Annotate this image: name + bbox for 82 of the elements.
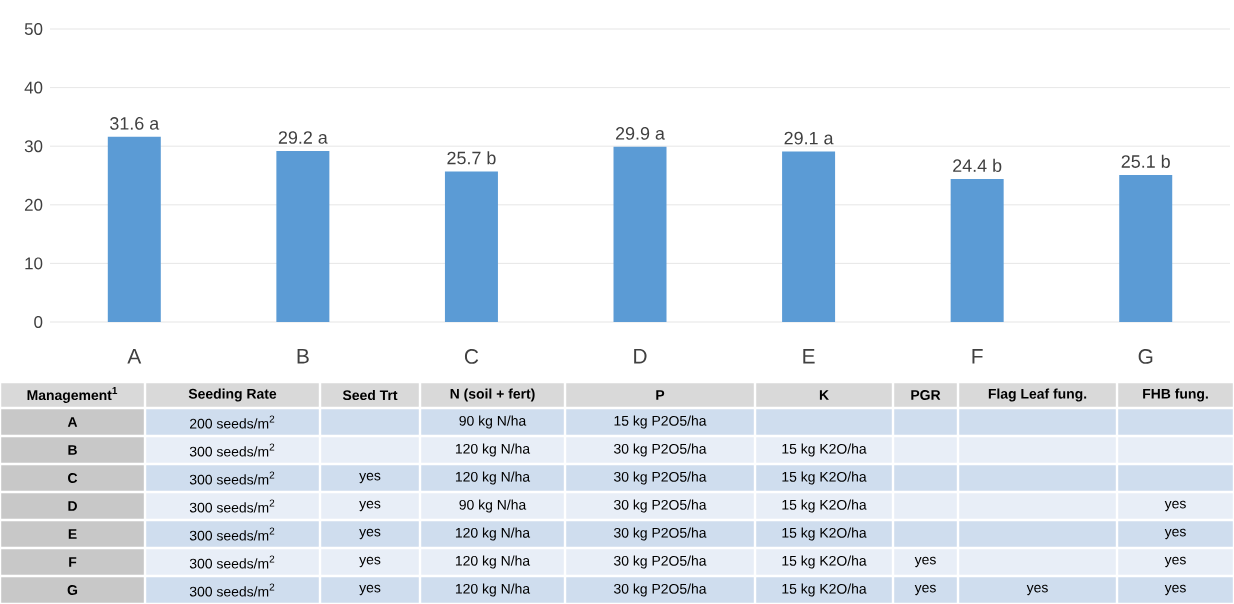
text: yes (359, 472, 381, 484)
data-label: 29.2 a (278, 131, 328, 144)
text: 15 kg P2O5/ha (614, 415, 707, 429)
data-label: 29.1 a (784, 131, 834, 145)
category-label: P (656, 390, 665, 400)
bar (1119, 174, 1173, 322)
bar (613, 146, 667, 322)
text: 300 seeds/m$^{2}$ (189, 471, 275, 485)
text: 90 kg N/ha (459, 499, 527, 513)
text: yes (359, 528, 381, 540)
text: 120 kg N/ha (455, 583, 531, 597)
data-label: 31.6 a (110, 117, 160, 130)
text: yes (359, 556, 381, 568)
text: 300 seeds/m$^{2}$ (189, 443, 275, 457)
x-tick-label: D (634, 349, 647, 364)
bar (444, 171, 498, 322)
bar (276, 150, 330, 322)
y-tick-label: 40 (24, 81, 43, 94)
text: yes (914, 584, 936, 596)
category-label: C (68, 473, 78, 483)
text: 30 kg P2O5/ha (614, 555, 707, 569)
data-label: 29.9 a (615, 127, 665, 140)
text: 15 kg K2O/ha (782, 471, 867, 485)
category-label: FHB fung. (1143, 388, 1208, 402)
text: 300 seeds/m$^{2}$ (189, 583, 275, 597)
y-tick-label: 10 (25, 257, 43, 270)
y-tick-label: 20 (24, 198, 43, 211)
text: 30 kg P2O5/ha (614, 471, 707, 485)
text: yes (1164, 584, 1186, 596)
x-tick-label: F (972, 349, 983, 364)
data-label: 24.4 b (953, 158, 1002, 172)
text: 15 kg K2O/ha (782, 443, 867, 457)
category-label: D (68, 501, 77, 511)
category-label: K (819, 390, 829, 400)
bar (782, 151, 836, 322)
data-label: 25.7 b (447, 151, 496, 165)
bar (950, 179, 1004, 322)
text: yes (1164, 556, 1186, 568)
text: yes (1164, 528, 1186, 540)
bar (107, 136, 161, 322)
y-tick-label: 0 (34, 316, 43, 328)
x-tick-label: C (464, 349, 479, 364)
text: 15 kg K2O/ha (782, 527, 867, 541)
text: 120 kg N/ha (455, 527, 531, 541)
x-tick-label: E (803, 349, 815, 364)
text: yes (914, 556, 936, 568)
text: yes (1164, 500, 1186, 512)
text: 300 seeds/m$^{2}$ (189, 499, 275, 513)
x-tick-label: B (297, 349, 309, 364)
category-label: PGR (911, 390, 941, 400)
category-label: G (67, 585, 78, 595)
text: 30 kg P2O5/ha (614, 443, 707, 457)
category-label: B (68, 445, 77, 455)
data-label: 25.1 b (1121, 154, 1170, 168)
text: 90 kg N/ha (459, 415, 527, 429)
text: 30 kg P2O5/ha (614, 527, 707, 541)
category-label: F (69, 557, 77, 567)
category-label: N (soil + fert) (450, 388, 535, 402)
text: 300 seeds/m$^{2}$ (189, 555, 275, 569)
category-label: Seed Trt (342, 389, 398, 401)
text: 15 kg K2O/ha (782, 583, 867, 597)
text: yes (1026, 584, 1048, 596)
text: 15 kg K2O/ha (782, 499, 867, 513)
text: 120 kg N/ha (455, 471, 531, 485)
text: 30 kg P2O5/ha (614, 499, 707, 513)
y-tick-label: 30 (24, 140, 43, 153)
text: 200 seeds/m$^{2}$ (190, 415, 275, 429)
text: yes (359, 584, 381, 596)
text: 30 kg P2O5/ha (614, 583, 707, 597)
category-label: Management$^{1}$ (27, 387, 118, 403)
category-label: Seeding Rate (188, 388, 277, 402)
text: 120 kg N/ha (455, 443, 531, 457)
category-label: A (67, 417, 78, 427)
x-tick-label: A (127, 349, 142, 364)
text: 300 seeds/m$^{2}$ (189, 527, 275, 541)
category-label: Flag Leaf fung. (988, 388, 1087, 402)
text: 15 kg K2O/ha (782, 555, 867, 569)
y-tick-label: 50 (24, 23, 43, 35)
text: yes (359, 500, 381, 512)
category-label: E (68, 529, 77, 539)
x-tick-label: G (1138, 349, 1153, 364)
text: 120 kg N/ha (455, 555, 531, 569)
